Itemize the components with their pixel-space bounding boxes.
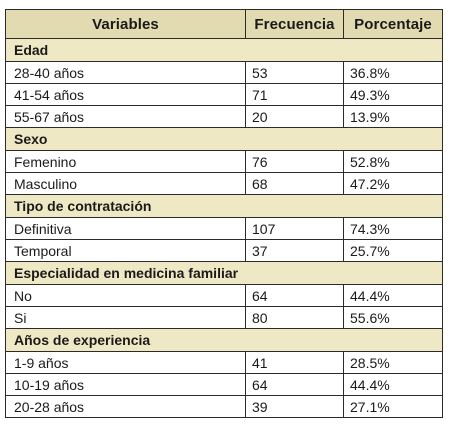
table-row: 41-54 años 71 49.3% [5,83,443,106]
row-frequency: 64 [245,284,344,307]
table-row: No 64 44.4% [5,284,443,307]
row-frequency: 64 [245,373,344,396]
row-label: 10-19 años [5,373,246,396]
section-title: Años de experiencia [5,328,443,352]
row-percentage: 52.8% [343,150,443,173]
table-row: Si 80 55.6% [5,306,443,329]
table-row: Temporal 37 25.7% [5,239,443,262]
row-percentage: 55.6% [343,306,443,329]
row-label: Temporal [5,239,246,262]
row-percentage: 44.4% [343,284,443,307]
row-label: 41-54 años [5,83,246,106]
section-row: Especialidad en medicina familiar [5,261,443,285]
row-label: Masculino [5,172,246,195]
table-row: 28-40 años 53 36.8% [5,61,443,84]
row-frequency: 68 [245,172,344,195]
table-row: 55-67 años 20 13.9% [5,105,443,128]
table-row: Definitiva 107 74.3% [5,217,443,240]
table-row: 1-9 años 41 28.5% [5,351,443,374]
table-row: 10-19 años 64 44.4% [5,373,443,396]
row-frequency: 80 [245,306,344,329]
table-row: Femenino 76 52.8% [5,150,443,173]
row-percentage: 36.8% [343,61,443,84]
section-row: Años de experiencia [5,328,443,352]
row-percentage: 28.5% [343,351,443,374]
row-percentage: 74.3% [343,217,443,240]
section-row: Edad [5,38,443,62]
row-percentage: 13.9% [343,105,443,128]
row-label: 55-67 años [5,105,246,128]
row-label: Femenino [5,150,246,173]
section-title: Edad [5,38,443,62]
row-label: 1-9 años [5,351,246,374]
row-frequency: 53 [245,61,344,84]
table-row: Masculino 68 47.2% [5,172,443,195]
row-frequency: 39 [245,395,344,418]
section-title: Sexo [5,127,443,151]
row-label: Definitiva [5,217,246,240]
row-percentage: 47.2% [343,172,443,195]
row-frequency: 107 [245,217,344,240]
section-row: Sexo [5,127,443,151]
data-table: Variables Frecuencia Porcentaje Edad 28-4… [5,9,443,418]
table-row: 20-28 años 39 27.1% [5,395,443,418]
section-title: Especialidad en medicina familiar [5,261,443,285]
section-row: Tipo de contratación [5,194,443,218]
row-percentage: 27.1% [343,395,443,418]
row-percentage: 44.4% [343,373,443,396]
row-frequency: 41 [245,351,344,374]
row-label: 28-40 años [5,61,246,84]
row-frequency: 71 [245,83,344,106]
header-porcentaje: Porcentaje [343,9,443,39]
header-row: Variables Frecuencia Porcentaje [5,9,443,39]
row-frequency: 37 [245,239,344,262]
header-variables: Variables [5,9,246,39]
row-frequency: 76 [245,150,344,173]
table-body: Edad 28-40 años 53 36.8% 41-54 años 71 49.3% 55… [5,38,443,418]
row-label: No [5,284,246,307]
row-label: Si [5,306,246,329]
row-percentage: 49.3% [343,83,443,106]
row-label: 20-28 años [5,395,246,418]
row-percentage: 25.7% [343,239,443,262]
header-frecuencia: Frecuencia [245,9,344,39]
section-title: Tipo de contratación [5,194,443,218]
row-frequency: 20 [245,105,344,128]
